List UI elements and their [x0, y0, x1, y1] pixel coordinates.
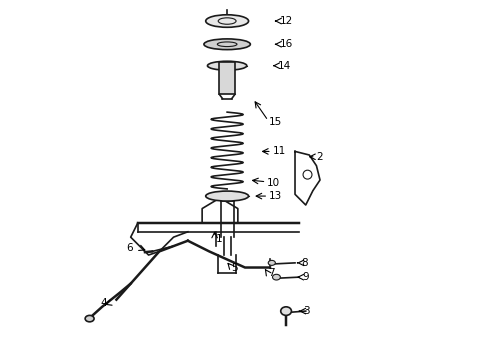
Text: 1: 1 — [216, 234, 222, 244]
Text: 7: 7 — [268, 268, 274, 278]
Bar — [219, 62, 235, 94]
Text: 12: 12 — [280, 16, 293, 26]
Text: 14: 14 — [278, 61, 291, 71]
Text: 13: 13 — [269, 191, 282, 201]
Text: 3: 3 — [303, 306, 310, 316]
Ellipse shape — [272, 274, 280, 280]
Ellipse shape — [204, 39, 250, 50]
Text: 6: 6 — [126, 243, 132, 253]
Ellipse shape — [281, 307, 292, 315]
Text: 10: 10 — [267, 178, 280, 188]
Text: 4: 4 — [101, 297, 107, 307]
Text: 15: 15 — [270, 117, 283, 127]
Ellipse shape — [206, 191, 248, 201]
Ellipse shape — [206, 15, 248, 27]
Ellipse shape — [207, 61, 247, 70]
Text: 2: 2 — [317, 152, 323, 162]
Ellipse shape — [268, 260, 275, 265]
Text: 11: 11 — [272, 147, 286, 157]
Text: 9: 9 — [303, 272, 310, 282]
Text: 8: 8 — [301, 258, 308, 268]
Ellipse shape — [85, 315, 94, 322]
Text: 5: 5 — [231, 262, 238, 273]
Text: 16: 16 — [280, 39, 293, 49]
